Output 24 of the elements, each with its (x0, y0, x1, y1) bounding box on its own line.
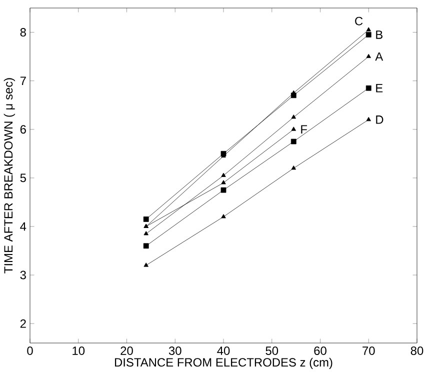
series-label: B (376, 30, 382, 39)
series-label: D (376, 116, 384, 124)
y-tick-label: 4 (20, 222, 26, 231)
y-axis-title: TIME AFTER BREAKDOWN ( μ sec) (4, 78, 15, 274)
y-tick-label: 8 (20, 28, 26, 36)
x-axis-title: DISTANCE FROM ELECTRODES z (cm) (114, 358, 332, 369)
x-tick-label: 50 (266, 346, 278, 355)
y-tick-label: 3 (20, 270, 26, 280)
x-tick-label: 60 (314, 346, 326, 355)
series-label: E (376, 84, 383, 92)
series-label: A (375, 52, 384, 61)
x-tick-label: 30 (168, 346, 182, 355)
y-tick-label: 6 (20, 125, 26, 134)
x-tick-label: 70 (362, 346, 375, 355)
y-tick-label: 2 (20, 319, 26, 328)
y-tick-label: 7 (20, 76, 26, 85)
x-tick-label: 40 (217, 346, 230, 355)
y-tick-label: 5 (20, 174, 26, 182)
x-tick-label: 20 (120, 346, 133, 355)
legend-label: C (355, 16, 363, 26)
x-tick-label: 10 (72, 346, 85, 355)
x-tick-label: 0 (27, 346, 33, 355)
series-label: F (301, 125, 307, 134)
x-tick-label: 80 (410, 346, 424, 355)
